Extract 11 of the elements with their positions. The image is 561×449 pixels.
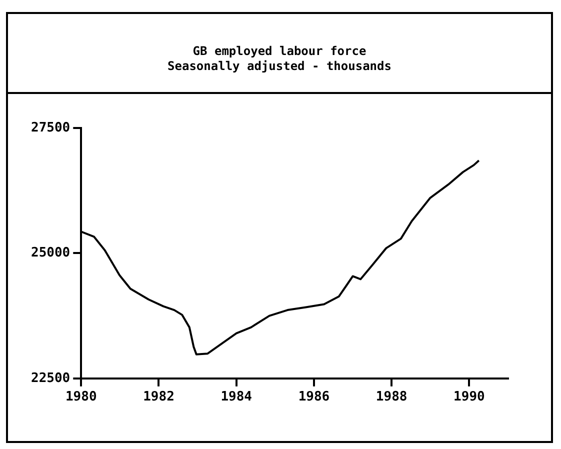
x-tick-label: 1980: [65, 390, 97, 405]
y-tick-label: 25000: [30, 246, 70, 261]
y-tick-label: 27500: [30, 120, 70, 136]
x-tick-label: 1984: [220, 390, 252, 405]
y-tick-label: 22500: [30, 370, 70, 386]
chart-title: GB employed labour force: [192, 44, 368, 59]
x-tick-label: 1988: [376, 390, 408, 405]
chart-subtitle: Seasonally adjusted - thousands: [166, 59, 392, 74]
x-tick-label: 1990: [454, 390, 486, 405]
x-tick-label: 1982: [143, 390, 174, 405]
x-tick-label: 1986: [298, 390, 330, 405]
